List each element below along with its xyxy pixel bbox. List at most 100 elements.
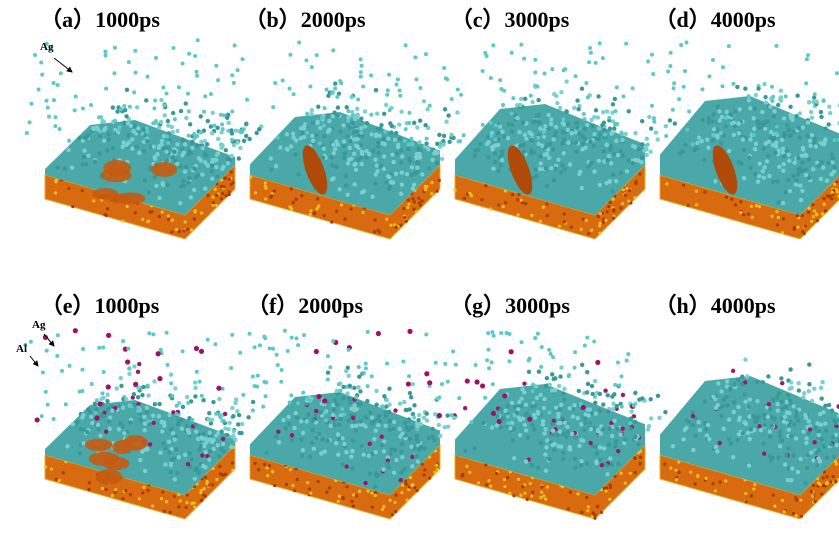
free-atom — [626, 352, 630, 356]
substrate-atom — [395, 493, 398, 496]
film-atom — [412, 121, 416, 125]
film-atom — [545, 184, 549, 188]
film-atom — [747, 156, 751, 160]
free-atom — [28, 120, 32, 124]
film-atom — [522, 150, 526, 154]
substrate-atom — [834, 480, 837, 483]
free-atom — [650, 104, 654, 108]
film-atom — [416, 418, 420, 422]
film-atom — [780, 381, 784, 385]
film-atom — [118, 421, 122, 425]
film-atom — [311, 418, 315, 422]
film-atom — [788, 105, 792, 109]
panel-title: （h）4000ps — [654, 293, 775, 318]
substrate-atom — [558, 225, 561, 228]
film-atom — [579, 463, 583, 467]
film-atom — [370, 416, 374, 420]
panel-label: （b） — [244, 7, 300, 32]
substrate-atom — [306, 481, 309, 484]
film-atom — [562, 397, 566, 401]
film-atom — [564, 435, 568, 439]
film-atom — [812, 140, 816, 144]
film-atom — [438, 434, 442, 438]
film-atom — [145, 406, 149, 410]
free-atom — [547, 348, 551, 352]
film-atom — [167, 440, 171, 444]
free-atom — [314, 349, 319, 354]
free-atom — [80, 368, 84, 372]
film-atom — [716, 381, 720, 385]
film-atom — [381, 467, 385, 471]
film-atom — [163, 462, 167, 466]
film-atom — [124, 397, 128, 401]
substrate-atom — [50, 468, 53, 471]
film-atom — [388, 451, 392, 455]
film-atom — [376, 151, 380, 155]
film-atom — [98, 433, 102, 437]
film-atom — [825, 178, 829, 182]
film-atom — [524, 428, 528, 432]
substrate-atom — [402, 207, 405, 210]
substrate-atom — [807, 207, 810, 210]
film-atom — [761, 441, 765, 445]
film-atom — [287, 422, 291, 426]
substrate-atom — [686, 204, 689, 207]
film-atom — [415, 424, 419, 428]
film-atom — [737, 107, 741, 111]
film-atom — [596, 115, 600, 119]
film-atom — [92, 127, 96, 131]
film-atom — [415, 125, 419, 129]
film-atom — [400, 154, 404, 158]
free-atom — [322, 124, 326, 128]
film-atom — [120, 145, 124, 149]
film-atom — [125, 88, 129, 92]
free-atom — [489, 121, 493, 125]
film-atom — [783, 190, 787, 194]
film-atom — [556, 414, 560, 418]
film-atom — [193, 380, 197, 384]
free-atom — [165, 134, 169, 138]
film-atom — [677, 151, 681, 155]
film-atom — [136, 126, 140, 130]
film-atom — [747, 98, 751, 102]
film-atom — [809, 110, 813, 114]
film-atom — [572, 403, 576, 407]
film-atom — [510, 421, 514, 425]
film-atom — [145, 139, 149, 143]
substrate-atom — [546, 485, 549, 488]
film-atom — [598, 458, 602, 462]
film-atom — [200, 146, 204, 150]
substrate-atom — [146, 489, 149, 492]
film-atom — [290, 437, 294, 441]
substrate-atom — [249, 175, 252, 178]
free-atom — [39, 60, 43, 64]
film-atom — [629, 409, 633, 413]
film-atom — [230, 406, 234, 410]
substrate-atom — [67, 187, 70, 190]
substrate-atom — [355, 494, 358, 497]
free-atom — [81, 107, 85, 111]
substrate-atom — [179, 499, 182, 502]
film-atom — [173, 437, 177, 441]
substrate-atom — [628, 189, 631, 192]
film-atom — [360, 150, 364, 154]
film-atom — [171, 111, 175, 115]
free-atom — [101, 346, 105, 350]
substrate-atom — [719, 481, 722, 484]
film-atom — [400, 455, 404, 459]
free-atom — [437, 395, 441, 399]
substrate-atom — [193, 218, 196, 221]
free-atom — [601, 56, 605, 60]
film-atom — [417, 413, 421, 417]
free-atom — [511, 96, 515, 100]
substrate-atom — [173, 495, 176, 498]
substrate-atom — [624, 482, 627, 485]
substrate-atom — [419, 204, 422, 207]
film-atom — [829, 442, 833, 446]
free-atom — [106, 333, 111, 338]
free-atom — [542, 130, 546, 134]
film-atom — [609, 131, 613, 135]
substrate-atom — [750, 205, 753, 208]
film-atom — [473, 148, 477, 152]
substrate-atom — [273, 484, 276, 487]
